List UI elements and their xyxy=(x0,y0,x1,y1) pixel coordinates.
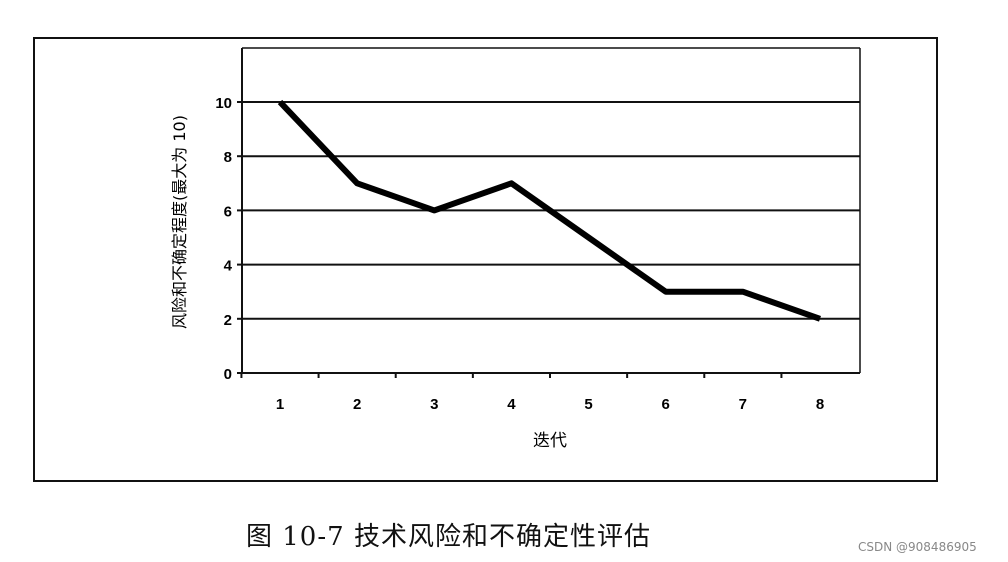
x-tick-label: 2 xyxy=(353,396,361,413)
y-tick-label: 10 xyxy=(215,95,232,112)
chart-frame xyxy=(33,37,938,482)
y-tick-label: 8 xyxy=(224,149,232,166)
y-tick-label: 6 xyxy=(224,203,232,220)
x-tick-label: 3 xyxy=(430,396,438,413)
x-tick-label: 4 xyxy=(507,396,516,413)
y-tick-label: 4 xyxy=(224,258,233,275)
x-axis-label: 迭代 xyxy=(533,431,567,451)
series-line xyxy=(277,99,821,322)
x-tick-label: 1 xyxy=(276,396,284,413)
watermark: CSDN @908486905 xyxy=(858,540,977,554)
y-axis-label: 风险和不确定程度(最大为 10) xyxy=(170,115,189,329)
figure-caption: 图 10-7 技术风险和不确定性评估 xyxy=(246,522,651,552)
y-tick-label: 2 xyxy=(224,312,232,329)
x-tick-label: 5 xyxy=(584,396,592,413)
x-tick-label: 6 xyxy=(662,396,670,413)
x-tick-label: 7 xyxy=(739,396,747,413)
y-tick-label: 0 xyxy=(224,366,232,383)
x-tick-label: 8 xyxy=(816,396,824,413)
